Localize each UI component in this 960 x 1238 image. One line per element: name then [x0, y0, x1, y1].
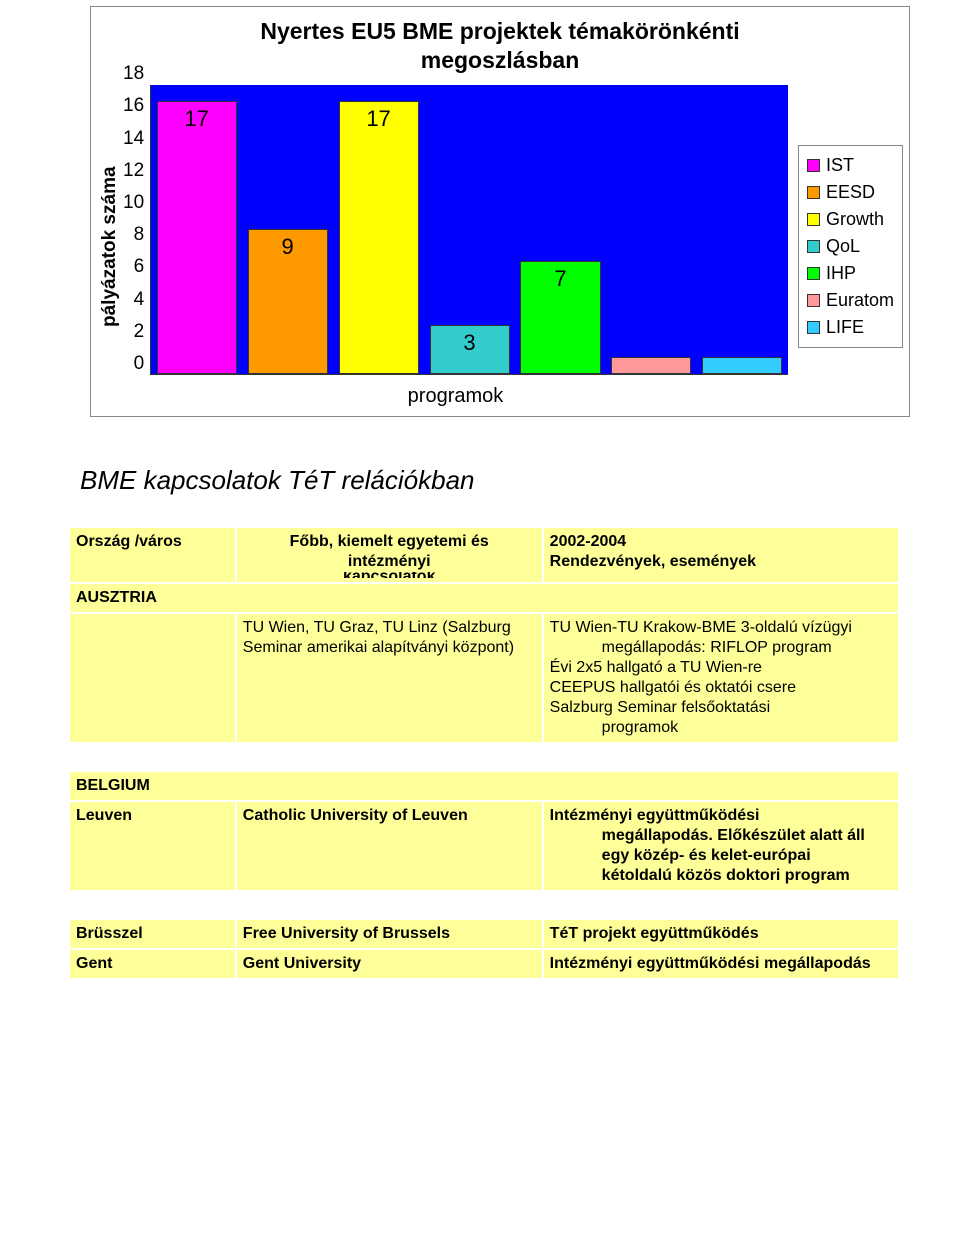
table-header-col3-l1: 2002-2004 — [550, 532, 892, 552]
bar-slot: 9 — [242, 85, 333, 374]
legend-label: LIFE — [826, 314, 864, 341]
belgium-r1-desc: TéT projekt együttműködés — [544, 920, 898, 948]
belgium-r0-uni: Catholic University of Leuven — [237, 802, 542, 890]
legend-item: Growth — [807, 206, 894, 233]
table-header-col2: Főbb, kiemelt egyetemi és intézményi kap… — [237, 528, 542, 582]
chart-title-line2: megoszlásban — [421, 47, 580, 73]
legend-item: LIFE — [807, 314, 894, 341]
belgium-r2-uni: Gent University — [237, 950, 542, 978]
bar-ihp: 7 — [520, 261, 600, 373]
bar-life — [702, 357, 782, 373]
austria-city — [70, 614, 235, 742]
austria-desc-l6: programok — [602, 718, 892, 738]
bar-euratom — [611, 357, 691, 373]
belgium-r0-desc-l3: egy közép- és kelet-európai — [602, 846, 892, 866]
x-axis-label: programok — [123, 375, 788, 408]
country-austria: AUSZTRIA — [70, 584, 898, 612]
belgium-r0-desc-l1: Intézményi együttműködési — [550, 806, 892, 826]
legend-swatch — [807, 294, 820, 307]
bar-eesd: 9 — [248, 229, 328, 374]
belgium-r0-city: Leuven — [70, 802, 235, 890]
table-header-col2-l1: Főbb, kiemelt egyetemi és — [243, 532, 536, 552]
table-header-col3-l2: Rendezvények, események — [550, 552, 892, 572]
chart-title: Nyertes EU5 BME projektek témakörönkénti… — [91, 7, 909, 81]
legend-item: IHP — [807, 260, 894, 287]
table-header-col3: 2002-2004 Rendezvények, események — [544, 528, 898, 582]
bar-label: 17 — [340, 106, 418, 132]
y-axis-ticks: 181614121086420 — [123, 85, 150, 375]
legend-label: EESD — [826, 179, 875, 206]
table-header-col2-l3: kapcsolatok — [243, 572, 536, 578]
legend-label: IHP — [826, 260, 856, 287]
belgium-r0-desc-l4: kétoldalú közös doktori program — [602, 866, 892, 886]
bar-slot — [606, 85, 697, 374]
belgium-r1-city: Brüsszel — [70, 920, 235, 948]
legend-label: QoL — [826, 233, 860, 260]
bar-qol: 3 — [430, 325, 510, 373]
austria-desc-l5: Salzburg Seminar felsőoktatási — [550, 698, 892, 718]
austria-desc-l1: TU Wien-TU Krakow-BME 3-oldalú vízügyi — [550, 618, 892, 638]
legend-item: Euratom — [807, 287, 894, 314]
legend-item: EESD — [807, 179, 894, 206]
belgium-r2-city: Gent — [70, 950, 235, 978]
legend-item: QoL — [807, 233, 894, 260]
austria-uni: TU Wien, TU Graz, TU Linz (Salzburg Semi… — [237, 614, 542, 742]
belgium-r2-desc: Intézményi együttműködési megállapodás — [544, 950, 898, 978]
bar-slot: 3 — [424, 85, 515, 374]
belgium-r0-desc-l2: megállapodás. Előkészület alatt áll — [602, 826, 892, 846]
bar-ist: 17 — [157, 101, 237, 374]
legend-swatch — [807, 186, 820, 199]
legend-swatch — [807, 267, 820, 280]
bar-slot: 17 — [333, 85, 424, 374]
belgium-r0-desc: Intézményi együttműködési megállapodás. … — [544, 802, 898, 890]
section-title: BME kapcsolatok TéT relációkban — [80, 465, 960, 496]
chart-legend: ISTEESDGrowthQoLIHPEuratomLIFE — [798, 145, 903, 348]
legend-item: IST — [807, 152, 894, 179]
austria-desc-l3: Évi 2x5 hallgató a TU Wien-re — [550, 658, 892, 678]
country-belgium: BELGIUM — [70, 772, 898, 800]
legend-swatch — [807, 213, 820, 226]
y-axis-label: pályázatok száma — [97, 85, 123, 408]
bar-label: 7 — [521, 266, 599, 292]
bar-slot: 17 — [151, 85, 242, 374]
table-header-col1: Ország /város — [70, 528, 235, 582]
austria-desc-l4: CEEPUS hallgatói és oktatói csere — [550, 678, 892, 698]
legend-label: Euratom — [826, 287, 894, 314]
legend-swatch — [807, 159, 820, 172]
belgium-r1-uni: Free University of Brussels — [237, 920, 542, 948]
legend-swatch — [807, 321, 820, 334]
belgium-table: BELGIUM Leuven Catholic University of Le… — [68, 770, 900, 892]
bar-slot — [697, 85, 788, 374]
plot-area: 17 9 17 3 7 — [150, 85, 788, 375]
legend-label: IST — [826, 152, 854, 179]
chart-title-line1: Nyertes EU5 BME projektek témakörönkénti — [260, 18, 739, 44]
legend-swatch — [807, 240, 820, 253]
bar-slot: 7 — [515, 85, 606, 374]
austria-desc-l2: megállapodás: RIFLOP program — [602, 638, 892, 658]
austria-table: Ország /város Főbb, kiemelt egyetemi és … — [68, 526, 900, 744]
bar-label: 17 — [158, 106, 236, 132]
belgium-table-2: Brüsszel Free University of Brussels TéT… — [68, 918, 900, 980]
austria-desc: TU Wien-TU Krakow-BME 3-oldalú vízügyi m… — [544, 614, 898, 742]
bar-label: 3 — [431, 330, 509, 356]
bar-growth: 17 — [339, 101, 419, 374]
table-header-col2-l2: intézményi — [243, 552, 536, 572]
bar-label: 9 — [249, 234, 327, 260]
chart-container: Nyertes EU5 BME projektek témakörönkénti… — [90, 6, 910, 417]
legend-label: Growth — [826, 206, 884, 233]
